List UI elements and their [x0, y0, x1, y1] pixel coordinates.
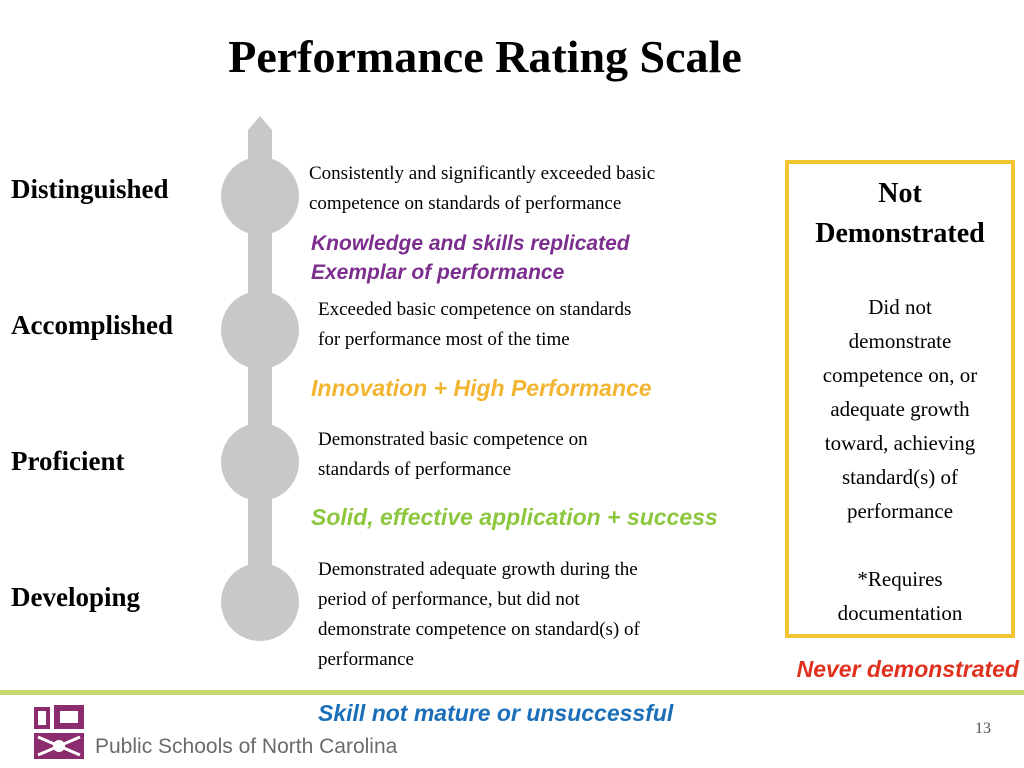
not-demonstrated-title: Not Demonstrated: [789, 174, 1011, 254]
description-line: competence on standards of performance: [309, 193, 622, 214]
page-title: Performance Rating Scale: [228, 31, 742, 82]
footer-divider: [0, 690, 1024, 695]
body-line: adequate growth: [830, 397, 970, 421]
description-line: for performance most of the time: [318, 329, 570, 350]
description-line: standards of performance: [318, 459, 512, 480]
description-line: performance: [318, 649, 414, 670]
never-demonstrated-label: Never demonstrated: [796, 656, 1019, 682]
level-developing: Developing: [11, 582, 141, 612]
description-line: Exceeded basic competence on standards: [318, 299, 632, 320]
psnc-logo-icon: [34, 705, 84, 759]
page-number: 13: [975, 720, 991, 737]
note-line: *Requires: [857, 567, 943, 591]
body-line: performance: [846, 499, 954, 523]
title-line: Not: [878, 178, 922, 209]
scale-arrow-tip: [248, 116, 272, 130]
body-line: toward, achieving: [824, 431, 976, 455]
scale-node-accomplished: [221, 291, 299, 369]
description-line: Demonstrated basic competence on: [318, 429, 588, 450]
level-accomplished: Accomplished: [11, 310, 173, 340]
description-line: Consistently and significantly exceeded …: [309, 163, 656, 184]
description-distinguished: Consistently and significantly exceeded …: [309, 159, 655, 219]
level-distinguished: Distinguished: [11, 174, 169, 204]
level-proficient: Proficient: [11, 446, 125, 476]
org-name: Public Schools of North Carolina: [95, 735, 398, 758]
subtext-line: Knowledge and skills replicated: [311, 232, 630, 255]
body-line: competence on, or: [822, 363, 978, 387]
subtext-accomplished: Innovation + High Performance: [311, 375, 652, 401]
scale-graphic: [221, 116, 299, 641]
subtext-developing: Skill not mature or unsuccessful: [318, 700, 674, 726]
not-demonstrated-box: Not Demonstrated Did not demonstrate com…: [785, 160, 1015, 638]
description-line: period of performance, but did not: [318, 589, 580, 610]
description-line: demonstrate competence on standard(s) of: [318, 619, 640, 640]
not-demonstrated-body: Did not demonstrate competence on, or ad…: [789, 290, 1011, 528]
note-line: documentation: [837, 601, 963, 625]
subtext-distinguished: Knowledge and skills replicated Exemplar…: [311, 229, 630, 287]
scale-node-developing: [221, 563, 299, 641]
body-line: demonstrate: [848, 329, 952, 353]
description-accomplished: Exceeded basic competence on standards f…: [318, 295, 631, 355]
description-proficient: Demonstrated basic competence on standar…: [318, 425, 588, 485]
not-demonstrated-note: *Requires documentation: [789, 562, 1011, 630]
description-line: Demonstrated adequate growth during the: [318, 559, 638, 580]
body-line: Did not: [868, 295, 932, 319]
subtext-line: Exemplar of performance: [311, 261, 565, 284]
subtext-proficient: Solid, effective application + success: [311, 504, 718, 530]
scale-node-distinguished: [221, 157, 299, 235]
scale-node-proficient: [221, 423, 299, 501]
title-line: Demonstrated: [815, 218, 985, 249]
body-line: standard(s) of: [841, 465, 959, 489]
description-developing: Demonstrated adequate growth during the …: [318, 555, 640, 675]
